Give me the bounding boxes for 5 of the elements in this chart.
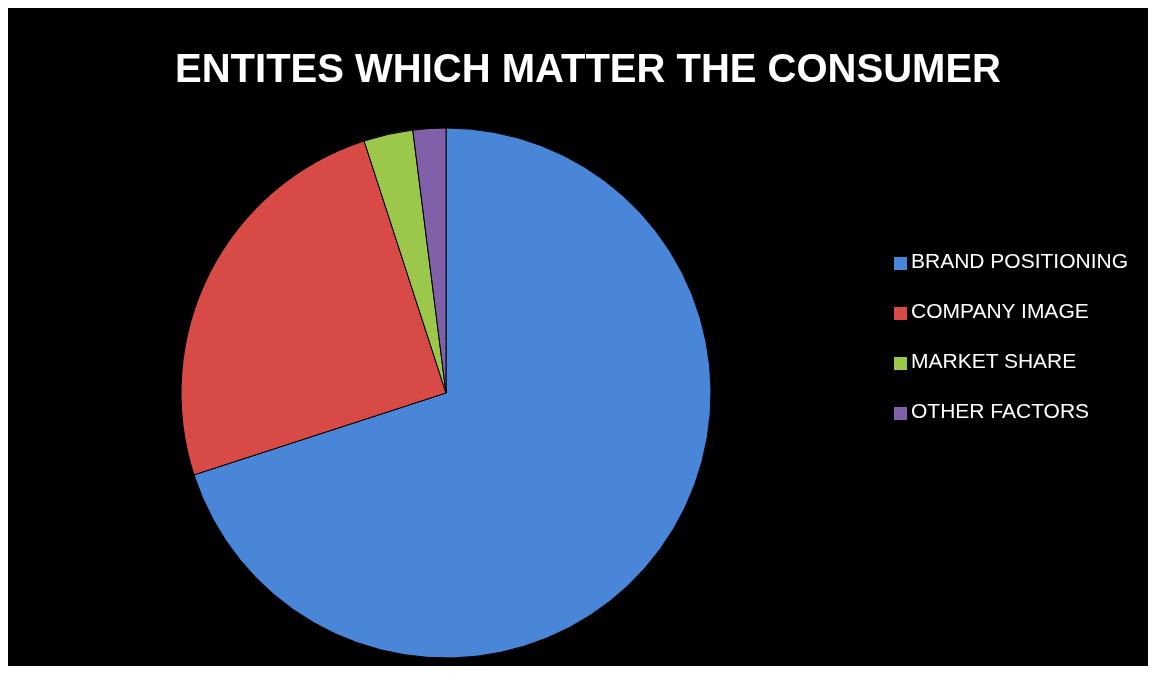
legend-label: MARKET SHARE xyxy=(910,349,1077,372)
chart-title: ENTITES WHICH MATTER THE CONSUMER xyxy=(174,46,1002,91)
legend-label: COMPANY IMAGE xyxy=(910,299,1089,322)
legend-label: OTHER FACTORS xyxy=(910,399,1090,422)
legend-label: BRAND POSITIONING xyxy=(910,249,1128,272)
